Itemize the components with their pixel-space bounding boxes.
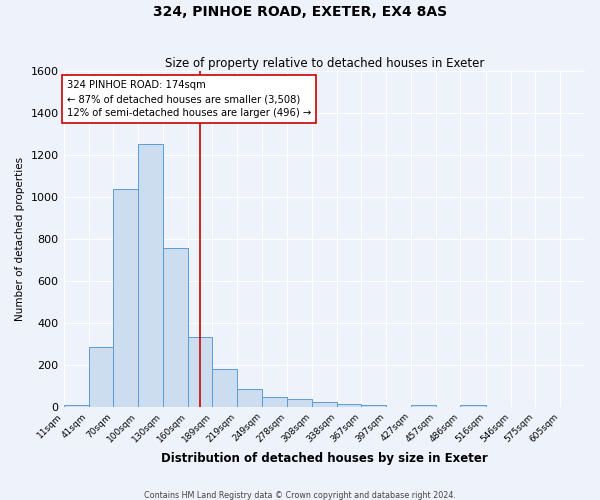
Bar	[312, 402, 337, 406]
Bar	[113, 190, 138, 406]
Bar	[238, 389, 262, 406]
Title: Size of property relative to detached houses in Exeter: Size of property relative to detached ho…	[164, 56, 484, 70]
Bar	[64, 405, 89, 406]
Bar	[287, 399, 312, 406]
Text: 324 PINHOE ROAD: 174sqm
← 87% of detached houses are smaller (3,508)
12% of semi: 324 PINHOE ROAD: 174sqm ← 87% of detache…	[67, 80, 311, 118]
Bar	[337, 404, 361, 406]
X-axis label: Distribution of detached houses by size in Exeter: Distribution of detached houses by size …	[161, 452, 488, 465]
Bar	[262, 396, 287, 406]
Y-axis label: Number of detached properties: Number of detached properties	[15, 156, 25, 321]
Text: 324, PINHOE ROAD, EXETER, EX4 8AS: 324, PINHOE ROAD, EXETER, EX4 8AS	[153, 5, 447, 19]
Bar	[460, 404, 485, 406]
Bar	[138, 144, 163, 406]
Bar	[188, 338, 212, 406]
Bar	[361, 404, 386, 406]
Bar	[411, 404, 436, 406]
Bar	[89, 347, 113, 406]
Text: Contains HM Land Registry data © Crown copyright and database right 2024.: Contains HM Land Registry data © Crown c…	[144, 490, 456, 500]
Bar	[212, 370, 238, 406]
Bar	[163, 248, 188, 406]
